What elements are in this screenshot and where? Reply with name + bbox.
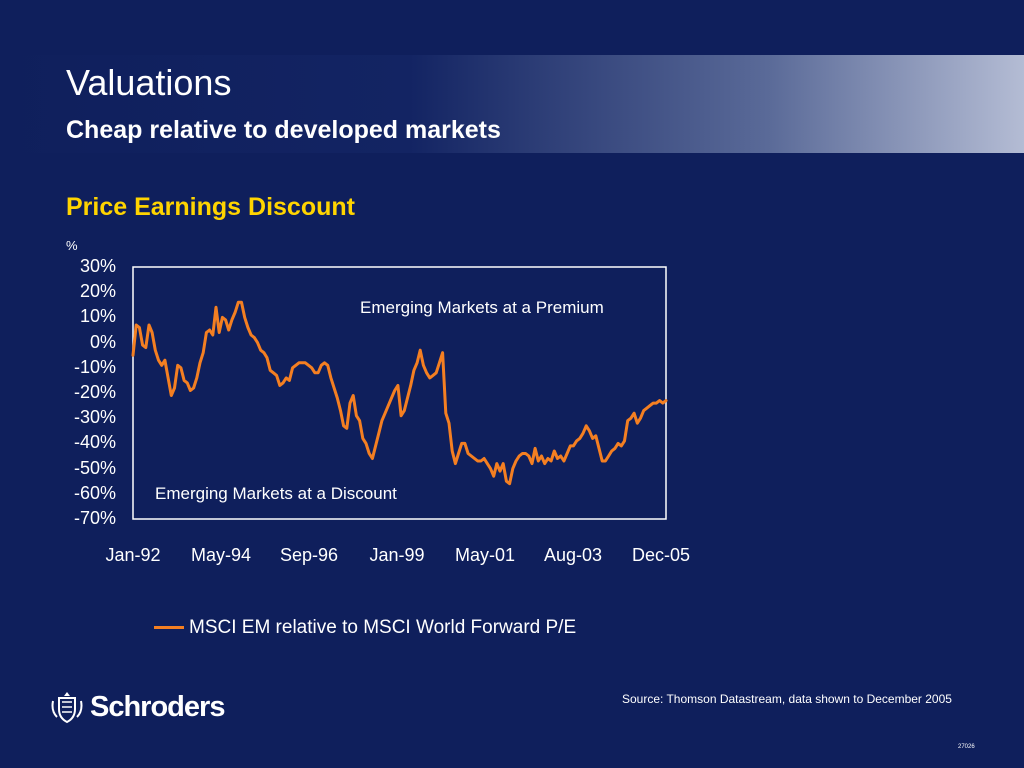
slide-title: Valuations xyxy=(66,62,232,103)
x-tick-label: Dec-05 xyxy=(631,545,691,565)
y-tick-label: -10% xyxy=(73,356,116,377)
y-axis-unit-label: % xyxy=(66,238,78,253)
y-tick-label: 10% xyxy=(79,306,116,327)
legend-swatch xyxy=(154,626,184,629)
y-tick-label: -30% xyxy=(73,407,116,428)
y-tick-label: 30% xyxy=(79,256,116,276)
y-tick-label: -40% xyxy=(73,432,116,453)
y-tick-label: -50% xyxy=(73,457,116,478)
slide-subtitle: Cheap relative to developed markets xyxy=(66,116,501,144)
title-band xyxy=(0,55,1024,153)
series-line xyxy=(131,300,668,486)
plot-area-border xyxy=(132,266,667,520)
crest-icon xyxy=(51,692,83,724)
source-note: Source: Thomson Datastream, data shown t… xyxy=(622,692,952,706)
x-tick-label: May-94 xyxy=(190,545,252,565)
premium-annotation: Emerging Markets at a Premium xyxy=(360,298,604,317)
chart-title: Price Earnings Discount xyxy=(66,193,355,221)
logo-wordmark: Schroders xyxy=(90,690,225,723)
x-tick-label: May-01 xyxy=(454,545,516,565)
x-tick-label: Sep-96 xyxy=(279,545,339,565)
y-tick-label: 0% xyxy=(89,331,116,352)
x-tick-label: Aug-03 xyxy=(543,545,603,565)
discount-annotation: Emerging Markets at a Discount xyxy=(155,484,397,503)
y-tick-label: -20% xyxy=(73,382,116,402)
y-tick-label: -60% xyxy=(73,482,116,503)
x-tick-label: Jan-99 xyxy=(369,545,425,565)
legend-label: MSCI EM relative to MSCI World Forward P… xyxy=(189,617,577,638)
document-code: 27026 xyxy=(958,744,975,750)
y-tick-label: 20% xyxy=(79,281,116,302)
schroders-logo: Schroders xyxy=(50,689,225,725)
y-tick-label: -70% xyxy=(73,508,116,528)
x-tick-label: Jan-92 xyxy=(105,545,161,565)
